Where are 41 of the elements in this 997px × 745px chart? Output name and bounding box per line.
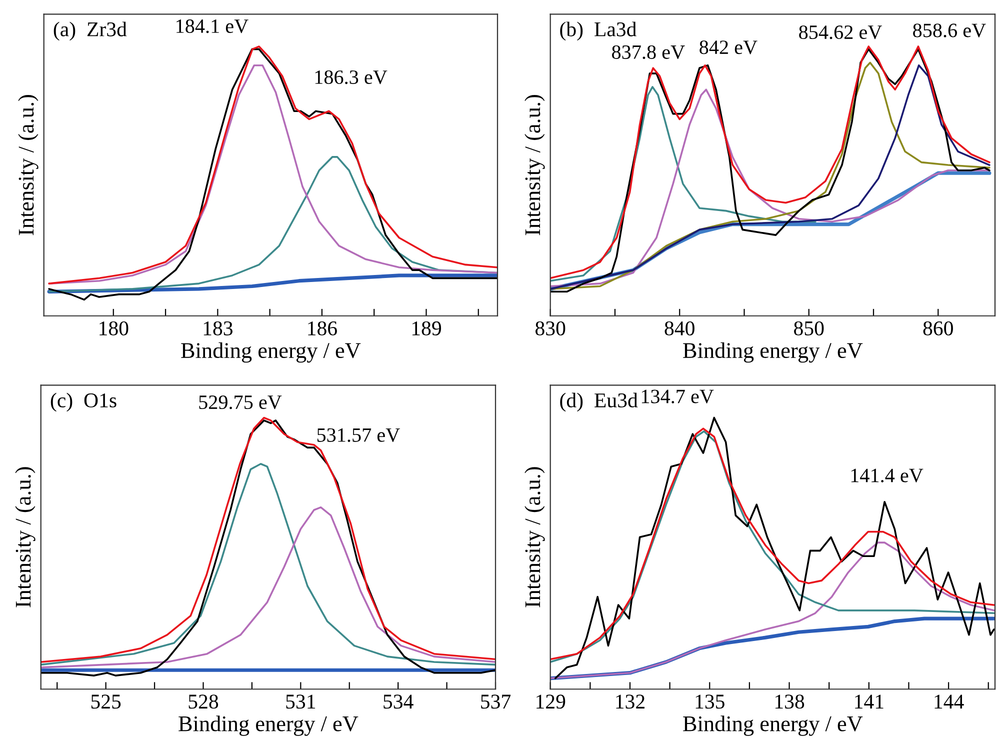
x-tick-label: 525 bbox=[91, 694, 121, 709]
x-axis-title: Binding energy / eV bbox=[178, 716, 358, 736]
x-tick-label: 531 bbox=[286, 694, 316, 709]
x-tick-label: 537 bbox=[481, 694, 511, 709]
x-tick-label: 183 bbox=[204, 321, 232, 336]
x-tick-label: 850 bbox=[794, 321, 824, 336]
x-tick-label: 135 bbox=[696, 694, 724, 709]
chart-title: (c) O1s bbox=[50, 392, 116, 412]
annotation: 531.57 eV bbox=[317, 428, 400, 442]
y-axis-title: Intensity / (a.u.) bbox=[15, 467, 36, 608]
x-tick-label: 840 bbox=[664, 321, 694, 336]
x-tick-label: 138 bbox=[775, 694, 804, 709]
x-axis-title: Binding energy / eV bbox=[683, 716, 863, 736]
x-tick-label: 132 bbox=[616, 694, 644, 709]
x-tick-label: 180 bbox=[100, 321, 128, 336]
x-tick-label: 534 bbox=[384, 694, 414, 709]
x-tick-label: 129 bbox=[536, 694, 566, 709]
annotation: 837.8 eV bbox=[612, 45, 685, 60]
text: 854.62 eV bbox=[799, 25, 882, 40]
x-tick-label: 141 bbox=[855, 694, 884, 708]
text: 529.75 eV bbox=[199, 396, 282, 410]
annotation: 842 eV bbox=[700, 40, 758, 54]
text: 134.7 eV bbox=[642, 390, 714, 404]
x-tick-label: 860 bbox=[923, 321, 953, 336]
x-tick-label: 830 bbox=[536, 321, 566, 336]
text: 858.6 eV bbox=[913, 24, 986, 38]
text: 184.1 eV bbox=[176, 19, 248, 34]
x-axis-title: Binding energy / eV bbox=[181, 342, 361, 363]
x-tick-label: 186 bbox=[308, 321, 337, 336]
x-tick-label: 189 bbox=[412, 321, 442, 336]
x-tick-label: 144 bbox=[934, 694, 964, 708]
x-tick-label: 528 bbox=[188, 694, 218, 709]
y-axis-title: Intensity / (a.u.) bbox=[18, 95, 38, 236]
y-axis-title: Intensity / (a.u.) bbox=[524, 95, 545, 236]
x-axis-title: Binding energy / eV bbox=[683, 342, 863, 363]
chart-title: (d) Eu3d bbox=[560, 392, 638, 412]
chart-title: (a) Zr3d bbox=[54, 22, 127, 41]
y-axis-title: Intensity / (a.u.) bbox=[524, 467, 545, 608]
annotation: 141.4 eV bbox=[851, 468, 924, 482]
annotation: 186.3 eV bbox=[315, 70, 388, 84]
chart-title: (b) La3d bbox=[560, 22, 636, 41]
